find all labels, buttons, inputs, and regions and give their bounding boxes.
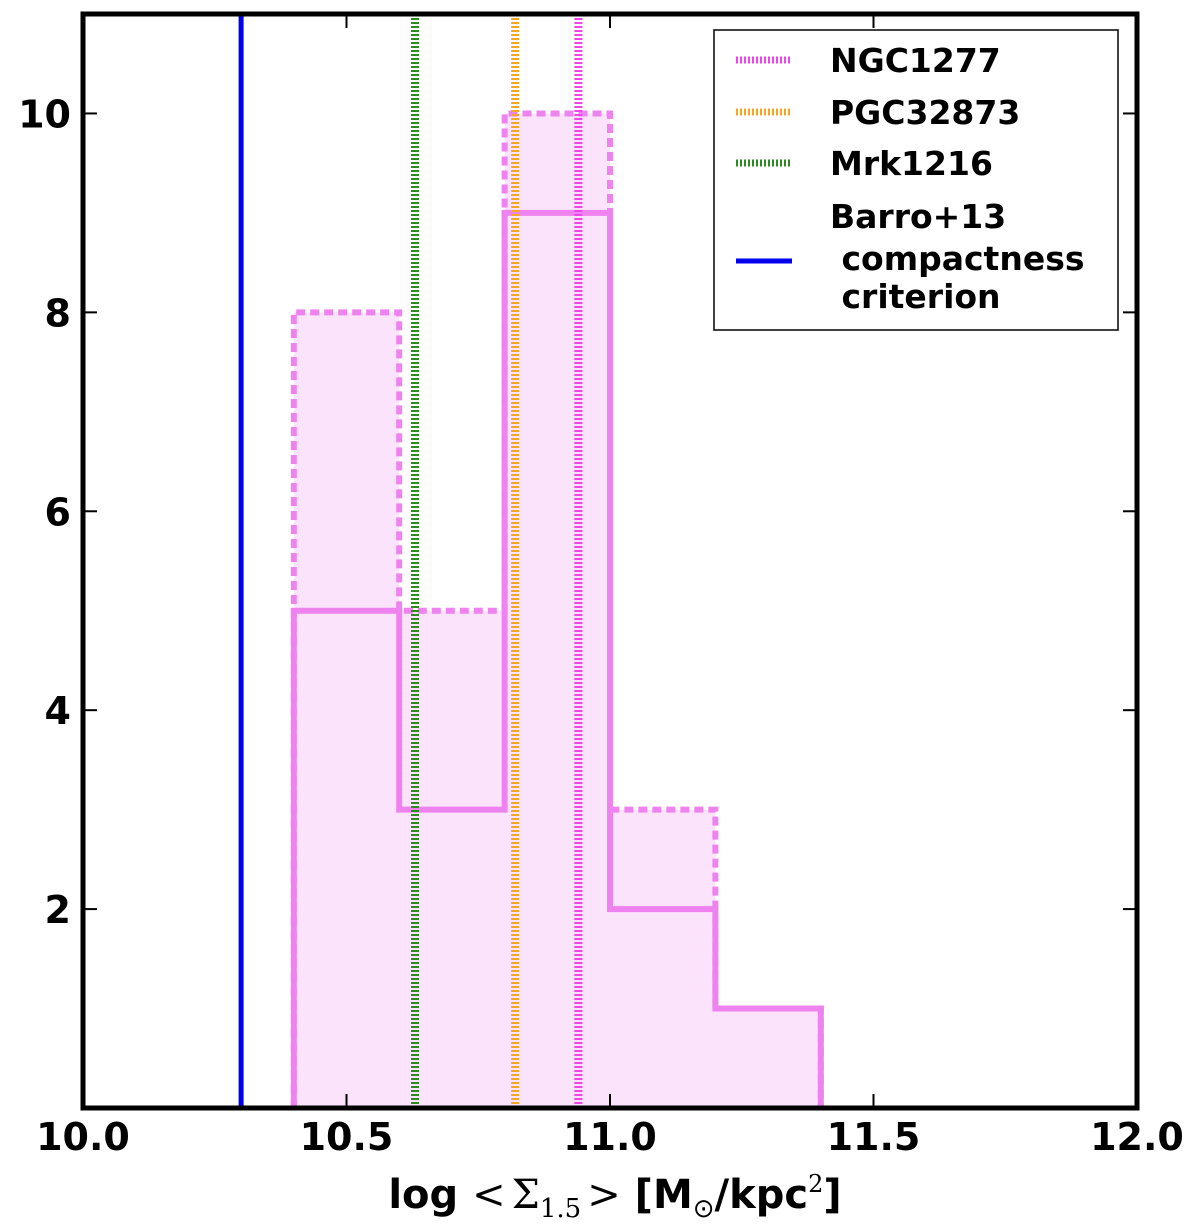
axis-ticks-layer: 10.0 10.5 11.0 11.5 12.0 2 4 6 8 10	[18, 14, 1184, 1159]
hist-outline-dashed	[290, 110, 824, 1108]
hist-outline-solid	[290, 209, 824, 1108]
x-label-unit-open: [M	[621, 1172, 693, 1218]
x-label-sigma-sub: 1.5	[540, 1194, 581, 1224]
x-label-unit-close: ]	[823, 1172, 841, 1218]
x-label-sun-sub: ⊙	[693, 1194, 715, 1224]
y-tick-label-2: 6	[45, 490, 71, 534]
x-tick-label-0: 10.0	[36, 1115, 130, 1159]
reference-lines-layer	[238, 14, 583, 1108]
y-tick-label-0: 2	[45, 888, 71, 932]
legend-label-3-1: compactness	[830, 239, 1085, 278]
legend-label-3-2: criterion	[830, 277, 1001, 316]
x-label-sigma: Σ	[512, 1172, 540, 1218]
x-tick-label-4: 12.0	[1090, 1115, 1184, 1159]
legend-label-1-0: PGC32873	[830, 93, 1020, 132]
plot-fill-layer	[293, 113, 821, 1109]
legend-box	[713, 29, 1119, 331]
x-label-rangle: >	[587, 1172, 621, 1218]
legend-label-2-0: Mrk1216	[830, 144, 993, 183]
y-tick-label-1: 4	[45, 689, 71, 733]
x-tick-label-2: 11.0	[563, 1115, 657, 1159]
plot-lines-layer	[290, 110, 824, 1108]
legend-label-0-0: NGC1277	[830, 41, 1001, 80]
x-label-langle: <	[472, 1172, 506, 1218]
hist-fill-solid	[293, 212, 821, 1109]
x-label-unit-mid: /kpc	[715, 1172, 809, 1218]
x-label-prefix: log	[388, 1172, 472, 1218]
x-tick-label-1: 10.5	[300, 1115, 394, 1159]
y-tick-label-4: 10	[18, 92, 71, 136]
x-axis-label: log < Σ1.5 > [M⊙/kpc2]	[388, 1170, 841, 1224]
legend-label-3-0: Barro+13	[830, 197, 1006, 236]
legend: NGC1277 PGC32873 Mrk1216 Barro+13 compactne…	[713, 29, 1119, 331]
x-tick-label-3: 11.5	[827, 1115, 921, 1159]
x-label-unit-sup: 2	[808, 1170, 823, 1198]
y-tick-label-3: 8	[45, 291, 71, 335]
